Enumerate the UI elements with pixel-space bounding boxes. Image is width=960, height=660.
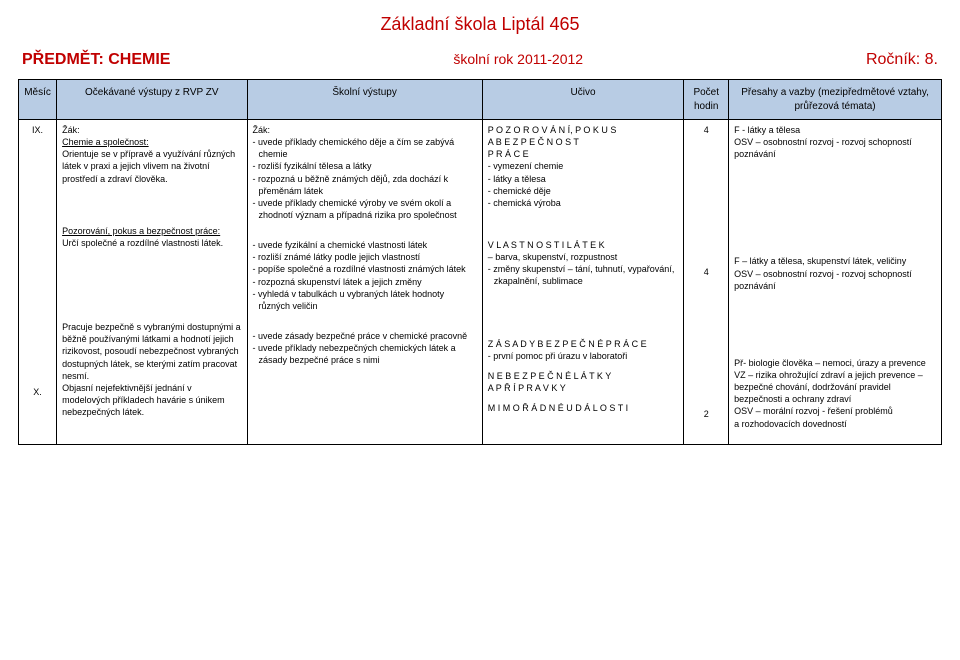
- ucivo-heading: A P Ř Í P R A V K Y: [488, 382, 679, 394]
- ucivo-item: - látky a tělesa: [488, 173, 679, 185]
- ucivo-block-1: P O Z O R O V Á N Í, P O K U S A B E Z P…: [488, 124, 679, 209]
- rvp-text: Pracuje bezpečně s vybranými dostupnými …: [62, 321, 241, 418]
- rvp-block-2: Pozorování, pokus a bezpečnost práce: Ur…: [62, 225, 241, 249]
- links-block-1: F - látky a tělesa OSV – osobnostní rozv…: [734, 124, 936, 160]
- sv-title: Žák:: [253, 124, 477, 136]
- sv-item: - popíše společné a rozdílné vlastnosti …: [253, 263, 477, 275]
- ucivo-block-3: Z Á S A D Y B E Z P E Č N É P R Á C E - …: [488, 338, 679, 415]
- col-ucivo: Učivo: [482, 80, 684, 120]
- sv-item: - uvede příklady chemického děje a čím s…: [253, 136, 477, 160]
- table-header-row: Měsíc Očekávané výstupy z RVP ZV Školní …: [19, 80, 942, 120]
- ucivo-item: – barva, skupenství, rozpustnost: [488, 251, 679, 263]
- sv-block-1: Žák: - uvede příklady chemického děje a …: [253, 124, 477, 221]
- ucivo-heading: Z Á S A D Y B E Z P E Č N É P R Á C E: [488, 338, 679, 350]
- ucivo-heading: P R Á C E: [488, 148, 679, 160]
- rvp-heading: Pozorování, pokus a bezpečnost práce:: [62, 225, 241, 237]
- links-block-2: F – látky a tělesa, skupenství látek, ve…: [734, 255, 936, 291]
- subject-block: PŘEDMĚT: CHEMIE: [22, 51, 170, 69]
- rvp-block-3: Pracuje bezpečně s vybranými dostupnými …: [62, 309, 241, 430]
- links-block-3: Př- biologie člověka – nemoci, úrazy a p…: [734, 357, 936, 430]
- ucivo-heading: P O Z O R O V Á N Í, P O K U S: [488, 124, 679, 136]
- header-row: PŘEDMĚT: CHEMIE školní rok 2011-2012 Roč…: [18, 51, 942, 69]
- hours-cell: 4 4 2: [684, 120, 729, 445]
- ucivo-item: - vymezení chemie: [488, 160, 679, 172]
- curriculum-table: Měsíc Očekávané výstupy z RVP ZV Školní …: [18, 79, 942, 445]
- links-cell: F - látky a tělesa OSV – osobnostní rozv…: [729, 120, 942, 445]
- rvp-title: Žák:: [62, 124, 241, 136]
- sv-cell: Žák: - uvede příklady chemického děje a …: [247, 120, 482, 445]
- ucivo-item: - chemické děje: [488, 185, 679, 197]
- grade: Ročník: 8.: [866, 51, 938, 69]
- ucivo-heading: M I M O Ř Á D N É U D Á L O S T I: [488, 402, 679, 414]
- ucivo-item: - chemická výroba: [488, 197, 679, 209]
- col-month: Měsíc: [19, 80, 57, 120]
- sv-item: - rozpozná u běžně známých dějů, zda doc…: [253, 173, 477, 197]
- rvp-text: Určí společné a rozdílné vlastnosti láte…: [62, 237, 241, 249]
- subject-name: CHEMIE: [108, 51, 170, 68]
- sv-item: - rozliší fyzikální tělesa a látky: [253, 160, 477, 172]
- subject-prefix: PŘEDMĚT:: [22, 51, 108, 68]
- sv-item: - uvede fyzikální a chemické vlastnosti …: [253, 239, 477, 251]
- sv-item: - uvede zásady bezpečné práce v chemické…: [253, 330, 477, 342]
- sv-item: - uvede příklady chemické výroby ve svém…: [253, 197, 477, 221]
- ucivo-cell: P O Z O R O V Á N Í, P O K U S A B E Z P…: [482, 120, 684, 445]
- school-year: školní rok 2011-2012: [453, 51, 583, 67]
- sv-block-2: - uvede fyzikální a chemické vlastnosti …: [253, 239, 477, 312]
- col-hours: Počet hodin: [684, 80, 729, 120]
- rvp-heading: Chemie a společnost:: [62, 136, 241, 148]
- month-cell: IX. X.: [19, 120, 57, 445]
- hours-value: 2: [689, 408, 723, 420]
- month-ix: IX.: [24, 124, 51, 136]
- school-title: Základní škola Liptál 465: [18, 14, 942, 35]
- rvp-cell: Žák: Chemie a společnost: Orientuje se v…: [57, 120, 247, 445]
- sv-item: - rozliší známé látky podle jejich vlast…: [253, 251, 477, 263]
- month-x: X.: [24, 386, 51, 398]
- ucivo-block-2: V L A S T N O S T I L Á T E K – barva, s…: [488, 239, 679, 288]
- sv-item: - rozpozná skupenství látek a jejich změ…: [253, 276, 477, 288]
- hours-value: 4: [689, 124, 723, 136]
- sv-block-3: - uvede zásady bezpečné práce v chemické…: [253, 330, 477, 366]
- ucivo-item: - změny skupenství – tání, tuhnutí, vypa…: [488, 263, 679, 287]
- col-rvp: Očekávané výstupy z RVP ZV: [57, 80, 247, 120]
- col-sv: Školní výstupy: [247, 80, 482, 120]
- ucivo-heading: A B E Z P E Č N O S T: [488, 136, 679, 148]
- sv-item: - uvede příklady nebezpečných chemických…: [253, 342, 477, 366]
- ucivo-item: - první pomoc při úrazu v laboratoři: [488, 350, 679, 362]
- sv-item: - vyhledá v tabulkách u vybraných látek …: [253, 288, 477, 312]
- ucivo-heading: N E B E Z P E Č N É L Á T K Y: [488, 370, 679, 382]
- rvp-text: Orientuje se v přípravě a využívání různ…: [62, 148, 241, 184]
- rvp-block-1: Žák: Chemie a společnost: Orientuje se v…: [62, 124, 241, 185]
- hours-value: 4: [689, 266, 723, 278]
- ucivo-heading: V L A S T N O S T I L Á T E K: [488, 239, 679, 251]
- col-links: Přesahy a vazby (mezipředmětové vztahy, …: [729, 80, 942, 120]
